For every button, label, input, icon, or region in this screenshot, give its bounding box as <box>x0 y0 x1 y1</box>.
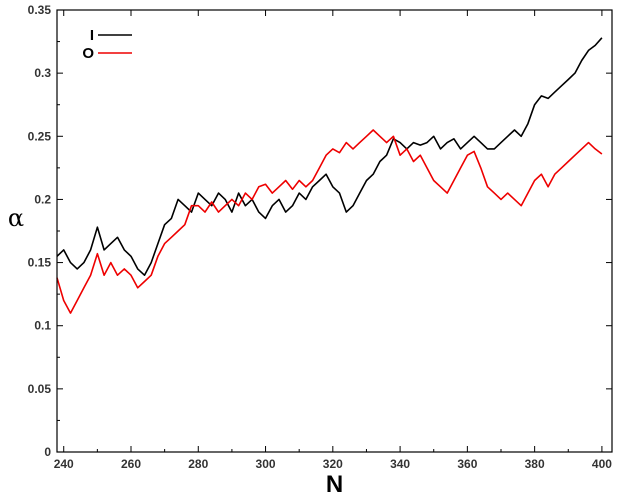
plot-frame <box>56 9 613 453</box>
tick-labels: 240 260 280 300 320 340 360 380 400 0 0.05 0.1 0.15 0… <box>28 3 613 471</box>
x-tick-label: 360 <box>457 457 477 471</box>
x-tick-label: 240 <box>54 457 74 471</box>
x-tick-label: 320 <box>323 457 343 471</box>
y-tick-label: 0.2 <box>34 192 51 206</box>
x-tick-label: 380 <box>525 457 545 471</box>
legend-label-i: I <box>90 27 94 44</box>
axis-ticks <box>57 9 612 453</box>
legend: I O <box>82 27 132 62</box>
x-tick-label: 340 <box>390 457 410 471</box>
x-tick-label: 260 <box>121 457 141 471</box>
series-line-o <box>56 129 603 314</box>
y-tick-label: 0.25 <box>28 129 52 143</box>
series-lines <box>56 37 603 314</box>
x-tick-label: 300 <box>256 457 276 471</box>
y-tick-label: 0.05 <box>28 382 52 396</box>
y-axis-title: α <box>8 204 24 232</box>
series-line-i <box>56 37 603 277</box>
x-axis-title: N <box>326 471 343 498</box>
x-tick-label: 400 <box>592 457 612 471</box>
y-tick-label: 0.1 <box>34 319 51 333</box>
y-tick-label: 0.35 <box>28 3 52 17</box>
x-tick-label: 280 <box>188 457 208 471</box>
legend-label-o: O <box>82 45 94 62</box>
y-tick-label: 0.3 <box>34 66 51 80</box>
y-tick-label: 0.15 <box>28 256 52 270</box>
y-tick-label: 0 <box>44 445 51 459</box>
